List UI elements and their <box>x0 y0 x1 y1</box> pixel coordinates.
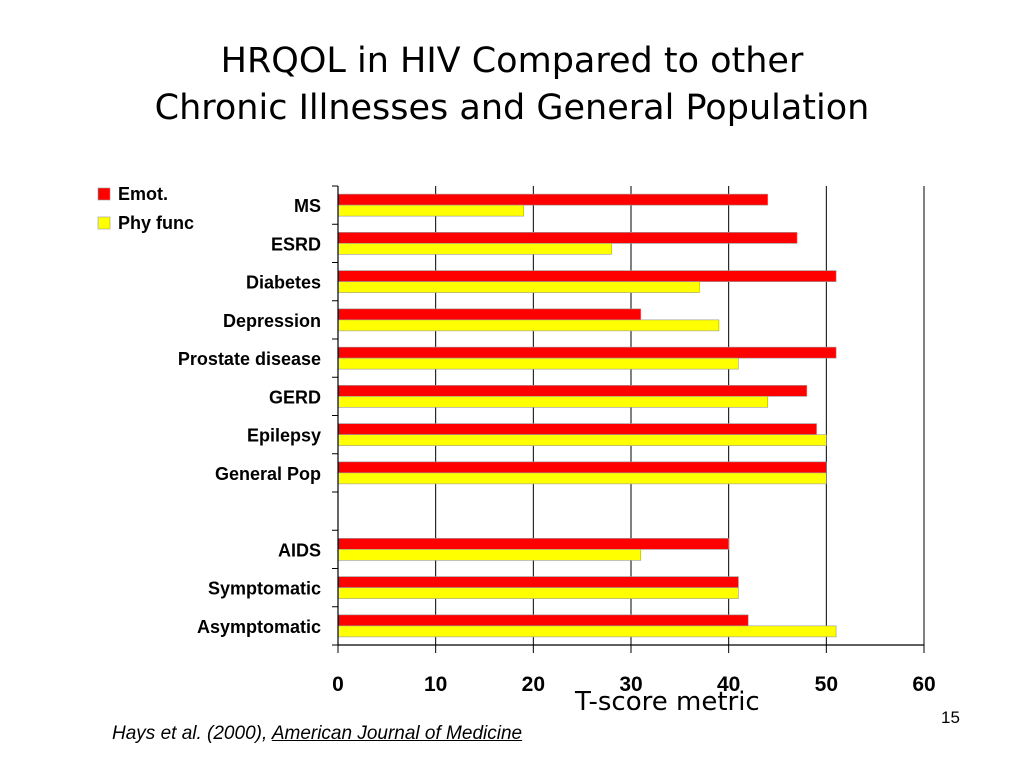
category-label: Prostate disease <box>178 349 321 369</box>
category-label: AIDS <box>278 540 321 560</box>
bar-phy-func <box>337 281 700 293</box>
bar-emot <box>337 538 729 550</box>
slide-title: HRQOL in HIV Compared to other Chronic I… <box>0 38 1024 132</box>
category-label: Depression <box>223 311 321 331</box>
category-label: Symptomatic <box>208 579 321 599</box>
x-tick-label: 30 <box>619 673 642 696</box>
bar-emot <box>337 461 827 474</box>
bar-phy-func <box>337 243 612 255</box>
slide-title-line-1: HRQOL in HIV Compared to other <box>220 41 804 81</box>
bar-emot <box>337 423 817 435</box>
bar-phy-func <box>337 625 837 638</box>
bar-emot <box>337 232 798 244</box>
bar-emot <box>337 576 739 588</box>
category-label: Asymptomatic <box>197 617 321 637</box>
bar-emot <box>337 308 642 321</box>
category-label: MS <box>294 196 321 216</box>
bar-phy-func <box>337 357 739 370</box>
category-label: ESRD <box>271 234 321 254</box>
bar-emot <box>337 385 808 397</box>
bar-phy-func <box>337 204 524 217</box>
bar-phy-func <box>337 396 769 408</box>
x-axis-title: T-score metric <box>575 687 760 717</box>
x-tick-label: 40 <box>717 673 740 696</box>
slide-title-line-2: Chronic Illnesses and General Population <box>154 88 870 128</box>
category-label: General Pop <box>215 464 321 484</box>
bar-phy-func <box>337 472 827 485</box>
bar-emot <box>337 270 837 282</box>
legend-label: Phy func <box>118 213 194 233</box>
legend-swatch <box>97 187 111 201</box>
x-tick-label: 10 <box>424 673 447 696</box>
x-tick-label: 20 <box>522 673 545 696</box>
bar-emot <box>337 614 749 627</box>
citation-journal: American Journal of Medicine <box>271 723 523 744</box>
bar-phy-func <box>337 319 720 332</box>
x-tick-label: 60 <box>912 673 935 696</box>
citation-authors: Hays et al. (2000), <box>112 723 272 744</box>
citation: Hays et al. (2000), American Journal of … <box>112 723 522 745</box>
bar-phy-func <box>337 434 827 446</box>
bar-phy-func <box>337 549 642 561</box>
bar-phy-func <box>337 587 739 599</box>
category-label: GERD <box>269 387 321 407</box>
page-number: 15 <box>941 708 960 727</box>
category-label: Diabetes <box>246 273 321 293</box>
x-tick-label: 50 <box>815 673 838 696</box>
legend-label: Emot. <box>118 184 168 204</box>
x-tick-label: 0 <box>332 673 344 696</box>
bar-emot <box>337 193 769 206</box>
bar-emot <box>337 346 837 359</box>
category-label: Epilepsy <box>247 426 321 446</box>
legend-swatch <box>97 216 111 230</box>
